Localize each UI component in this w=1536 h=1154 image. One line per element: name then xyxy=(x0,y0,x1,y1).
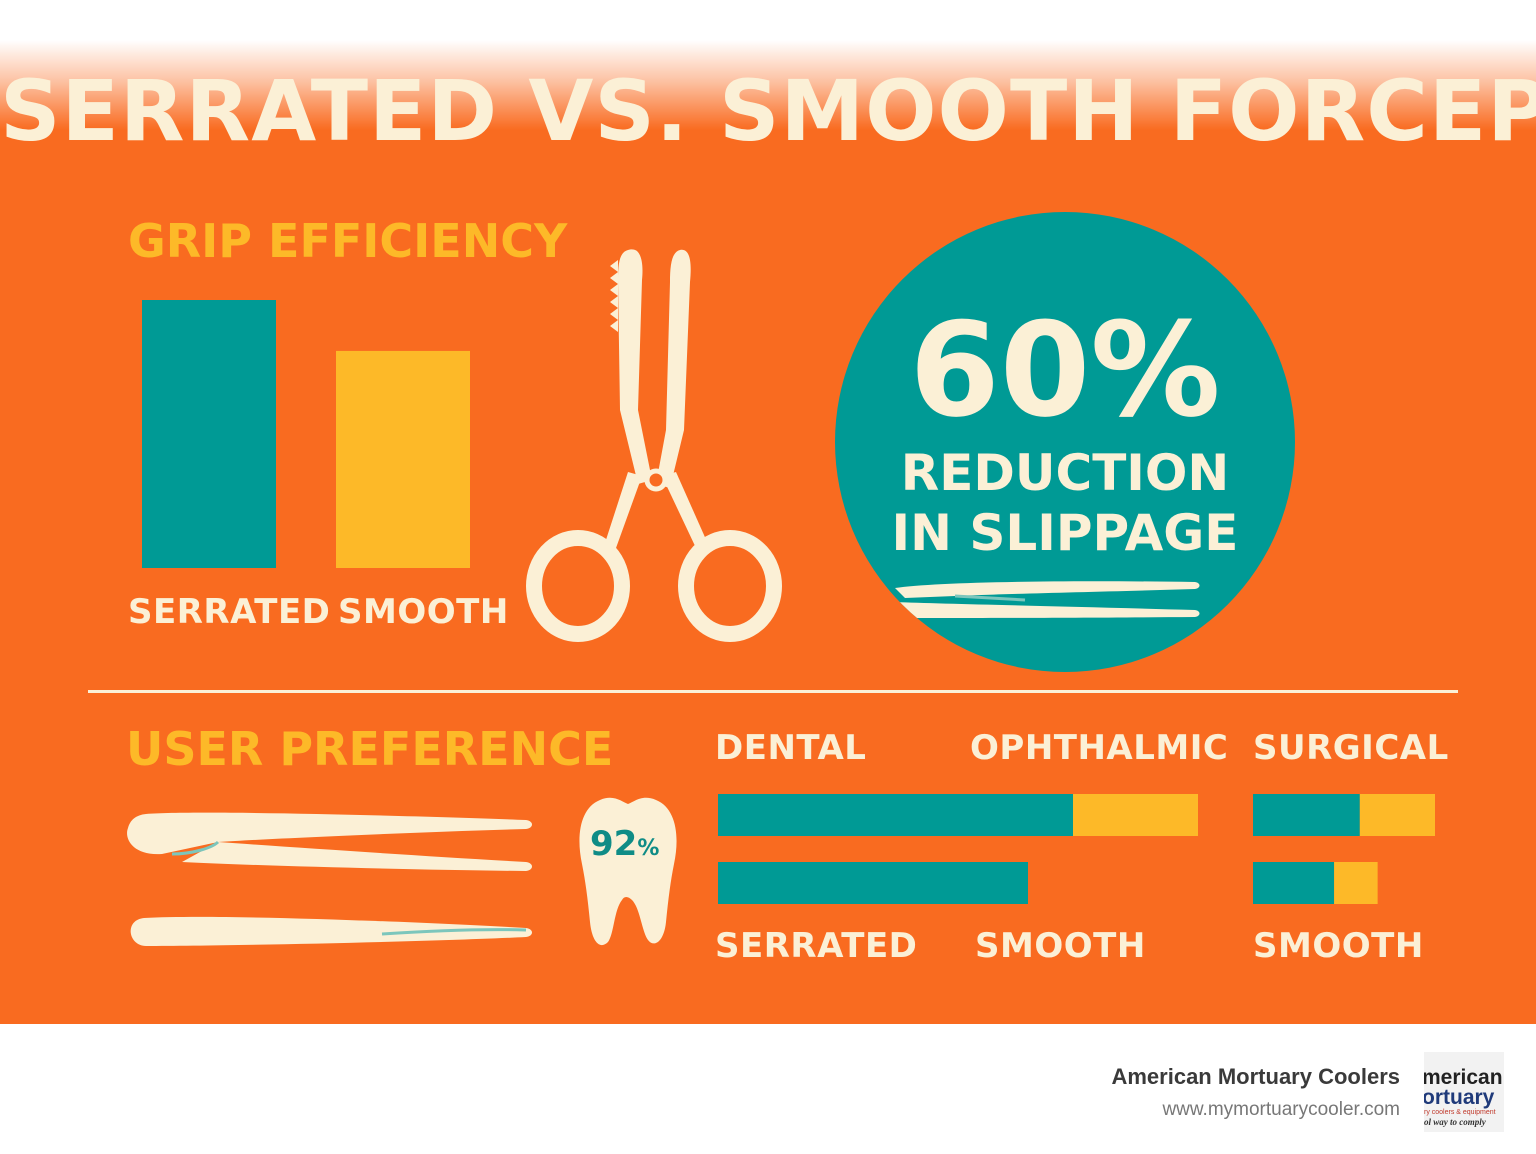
pref-bar-g1-r1-s2 xyxy=(1073,794,1198,836)
logo-line-2: ortuary xyxy=(1424,1086,1495,1109)
logo-line-4: ol way to comply xyxy=(1424,1117,1486,1127)
grip-bar-serrated xyxy=(142,300,276,568)
tooth-percent: 92% xyxy=(590,824,659,864)
pref-bar-g1-r1-s1 xyxy=(718,794,1073,836)
company-logo: merican ortuary ry coolers & equipment o… xyxy=(1424,1052,1504,1132)
tweezers-icon xyxy=(127,812,532,946)
hemostat-forceps-icon xyxy=(526,249,782,642)
tooth-unit: % xyxy=(637,836,660,861)
grip-bar-smooth xyxy=(336,350,470,568)
category-ophthalmic: OPHTHALMIC xyxy=(970,728,1229,768)
pref-bar-g2-r2-s1 xyxy=(1253,862,1335,904)
pref-label-smooth-2: SMOOTH xyxy=(1253,926,1424,966)
stat-value: 60% xyxy=(909,294,1221,446)
pref-label-serrated: SERRATED xyxy=(715,926,918,966)
top-fade xyxy=(0,0,1536,130)
pref-bar-g2-r2-s2 xyxy=(1334,862,1378,904)
category-surgical: SURGICAL xyxy=(1253,728,1449,768)
user-preference-title: USER PREFERENCE xyxy=(126,722,614,776)
grip-label-serrated: SERRATED xyxy=(128,592,331,632)
grip-label-smooth: SMOOTH xyxy=(338,592,509,632)
tooth-value: 92 xyxy=(590,824,638,864)
footer-company-name: American Mortuary Coolers xyxy=(1111,1064,1400,1089)
stat-line-2: IN SLIPPAGE xyxy=(891,504,1239,562)
infographic-poster: SERRATED VS. SMOOTH FORCEPS GRIP EFFICIE… xyxy=(0,0,1536,1024)
tooth-icon xyxy=(579,797,677,946)
section-divider xyxy=(88,690,1458,693)
tweezers-icon xyxy=(895,581,1200,618)
stat-line-1: REDUCTION xyxy=(900,444,1230,502)
pref-bar-g2-r1-s1 xyxy=(1253,794,1360,836)
user-preference-chart xyxy=(718,794,1435,904)
slippage-stat-circle: 60% REDUCTION IN SLIPPAGE xyxy=(835,212,1295,672)
grip-efficiency-chart xyxy=(142,300,470,568)
logo-line-3: ry coolers & equipment xyxy=(1424,1109,1496,1116)
grip-efficiency-title: GRIP EFFICIENCY xyxy=(128,214,568,268)
page-title: SERRATED VS. SMOOTH FORCEPS xyxy=(0,62,1536,160)
pref-label-smooth: SMOOTH xyxy=(975,926,1146,966)
category-dental: DENTAL xyxy=(715,728,867,768)
pref-bar-g2-r1-s2 xyxy=(1359,794,1435,836)
footer-url[interactable]: www.mymortuarycooler.com xyxy=(1162,1099,1400,1120)
pref-bar-g1-r2-s1 xyxy=(718,862,1028,904)
logo-line-1: merican xyxy=(1424,1066,1503,1089)
